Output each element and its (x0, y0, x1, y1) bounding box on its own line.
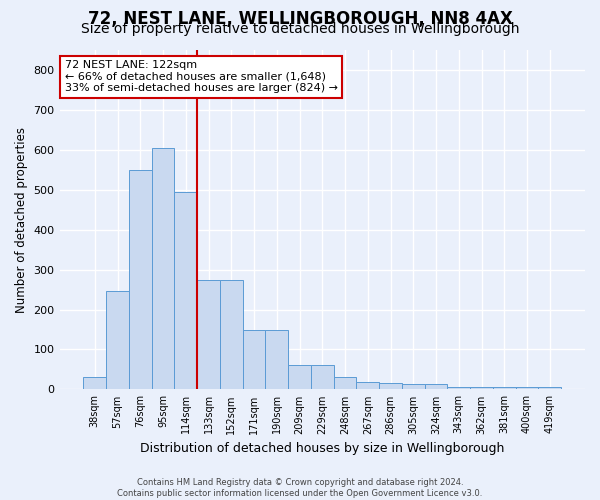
Bar (152, 148, 175, 390)
Bar (448, 387, 470, 390)
Bar (175, 192, 197, 390)
Bar (83, 376, 106, 390)
Bar (242, 330, 265, 390)
Bar (425, 384, 448, 390)
Text: Contains HM Land Registry data © Crown copyright and database right 2024.
Contai: Contains HM Land Registry data © Crown c… (118, 478, 482, 498)
Bar (402, 384, 425, 390)
Bar (515, 388, 538, 390)
Bar (288, 364, 311, 390)
Bar (493, 387, 515, 390)
Bar (334, 378, 356, 390)
Text: 72, NEST LANE, WELLINGBOROUGH, NN8 4AX: 72, NEST LANE, WELLINGBOROUGH, NN8 4AX (88, 10, 512, 28)
Bar (220, 280, 242, 390)
Bar (470, 388, 493, 390)
Bar (538, 388, 561, 390)
X-axis label: Distribution of detached houses by size in Wellingborough: Distribution of detached houses by size … (140, 442, 505, 455)
Y-axis label: Number of detached properties: Number of detached properties (15, 126, 28, 312)
Bar (197, 280, 220, 390)
Bar (129, 170, 152, 390)
Bar (356, 382, 379, 390)
Bar (379, 384, 402, 390)
Text: Size of property relative to detached houses in Wellingborough: Size of property relative to detached ho… (81, 22, 519, 36)
Bar (311, 364, 334, 390)
Text: 72 NEST LANE: 122sqm
← 66% of detached houses are smaller (1,648)
33% of semi-de: 72 NEST LANE: 122sqm ← 66% of detached h… (65, 60, 338, 94)
Bar (265, 330, 288, 390)
Bar (106, 291, 129, 390)
